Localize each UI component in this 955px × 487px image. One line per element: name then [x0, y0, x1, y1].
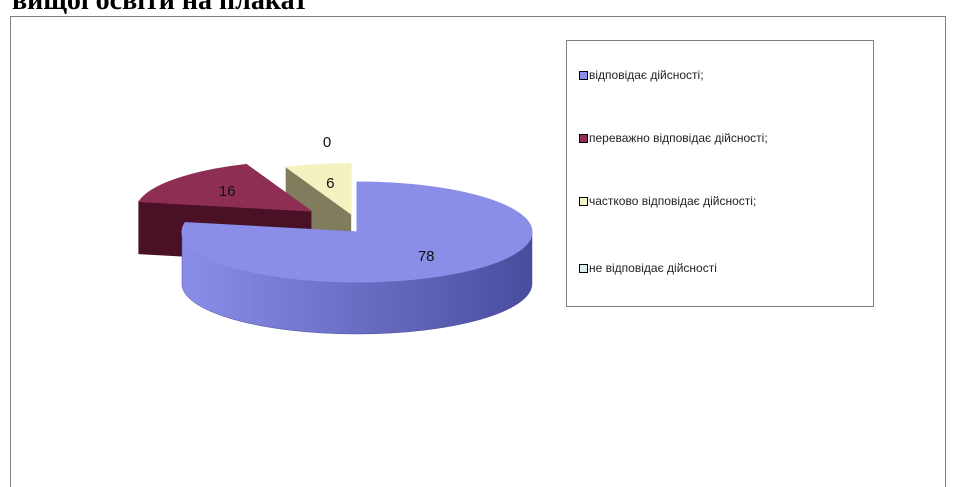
- pie-slice-label: 6: [326, 175, 334, 192]
- pie-chart: 0 6 16 78: [137, 134, 533, 335]
- legend-label: відповідає дійсності;: [589, 68, 704, 82]
- pie-slice: [181, 181, 533, 283]
- legend-item: не відповідає дійсності: [579, 260, 717, 276]
- legend-item: частково відповідає дійсності;: [579, 193, 756, 209]
- legend-swatch: [579, 70, 588, 80]
- pie-slice: [137, 163, 313, 212]
- pie-slice: [284, 163, 352, 215]
- legend-label: переважно відповідає дійсності;: [589, 131, 768, 145]
- pie-slice-label: 16: [219, 183, 236, 200]
- legend-item: відповідає дійсності;: [579, 67, 704, 83]
- legend-item: переважно відповідає дійсності;: [579, 130, 768, 146]
- legend-swatch: [579, 133, 588, 143]
- legend-label: частково відповідає дійсності;: [589, 194, 757, 208]
- chart-legend: відповідає дійсності; переважно відповіда…: [566, 40, 874, 307]
- page-heading: вищої освіти на плакат: [12, 0, 308, 16]
- pie-slice-label: 0: [323, 134, 331, 151]
- legend-swatch: [579, 196, 588, 206]
- legend-swatch: [579, 263, 588, 273]
- pie-slice-label: 78: [418, 248, 435, 265]
- legend-label: не відповідає дійсності: [589, 261, 717, 275]
